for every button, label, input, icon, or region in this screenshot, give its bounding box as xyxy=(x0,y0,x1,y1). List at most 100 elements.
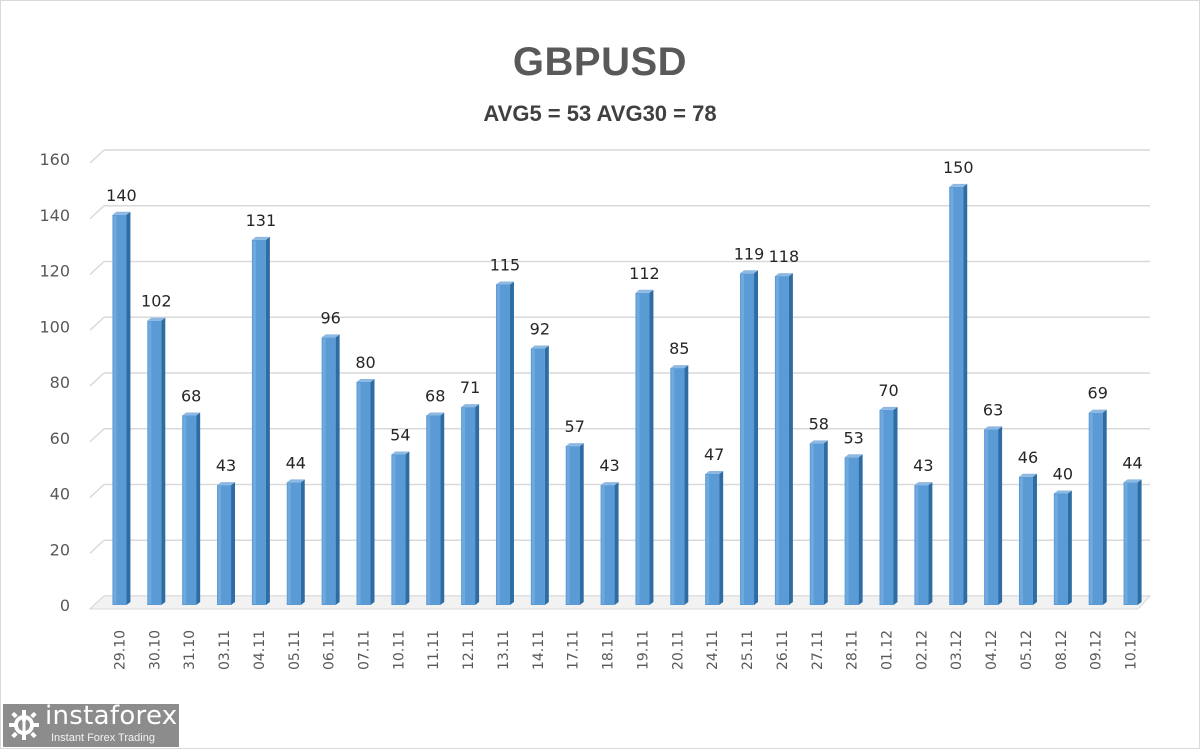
bar xyxy=(565,443,584,605)
data-label: 46 xyxy=(1018,448,1038,467)
chart-title: GBPUSD xyxy=(512,40,688,84)
data-labels: 140 102 68 43 131 44 96 80 54 68 71 115 92 57 43 112 85 4… xyxy=(106,158,1143,484)
x-tick-label: 14.11 xyxy=(531,630,547,670)
bar xyxy=(1053,490,1072,605)
bar xyxy=(635,289,654,605)
x-tick-label: 07.11 xyxy=(357,630,373,670)
x-tick-label: 26.11 xyxy=(775,630,791,670)
x-tick-label: 12.11 xyxy=(461,630,477,670)
x-axis: 29.10 30.10 31.10 03.11 04.11 05.11 06.11 07.11… xyxy=(112,630,1139,670)
data-label: 92 xyxy=(530,320,550,339)
bar xyxy=(391,451,410,605)
bar xyxy=(774,273,793,605)
y-tick-label: 20 xyxy=(50,540,70,559)
data-label: 80 xyxy=(355,353,375,372)
bar xyxy=(495,281,514,605)
data-label: 63 xyxy=(983,400,1003,419)
data-label: 44 xyxy=(1122,453,1142,472)
bar xyxy=(705,470,724,605)
data-label: 43 xyxy=(913,456,933,475)
bar xyxy=(740,270,759,605)
bar xyxy=(182,412,201,605)
data-label: 102 xyxy=(141,292,172,311)
x-tick-label: 18.11 xyxy=(601,630,617,670)
bar xyxy=(670,365,689,605)
bar xyxy=(949,183,968,605)
x-tick-label: 28.11 xyxy=(845,630,861,670)
data-label: 118 xyxy=(769,247,800,266)
gridlines xyxy=(88,149,1152,610)
data-label: 44 xyxy=(286,453,306,472)
bar xyxy=(321,334,340,605)
data-label: 69 xyxy=(1088,384,1108,403)
x-tick-label: 17.11 xyxy=(566,630,582,670)
x-tick-label: 03.12 xyxy=(949,630,965,670)
data-label: 57 xyxy=(565,417,585,436)
brand-name: instaforex xyxy=(45,701,178,731)
data-label: 112 xyxy=(629,264,660,283)
instaforex-watermark: instaforex Instant Forex Trading xyxy=(3,701,179,747)
x-tick-label: 30.10 xyxy=(147,630,163,670)
y-tick-label: 100 xyxy=(39,317,70,336)
data-label: 71 xyxy=(460,378,480,397)
bar-series xyxy=(112,183,1142,605)
x-tick-label: 24.11 xyxy=(705,630,721,670)
data-label: 131 xyxy=(246,211,277,230)
x-tick-label: 04.11 xyxy=(252,630,268,670)
data-label: 70 xyxy=(878,381,898,400)
x-tick-label: 03.11 xyxy=(217,630,233,670)
data-label: 43 xyxy=(599,456,619,475)
data-label: 53 xyxy=(843,428,863,447)
data-label: 43 xyxy=(216,456,236,475)
bar xyxy=(426,412,445,605)
bar xyxy=(984,426,1003,605)
bar xyxy=(251,236,270,605)
data-label: 40 xyxy=(1053,465,1073,484)
x-tick-label: 13.11 xyxy=(496,630,512,670)
bar xyxy=(600,482,619,605)
x-tick-label: 10.12 xyxy=(1124,630,1140,670)
bar xyxy=(461,404,480,605)
x-tick-label: 29.10 xyxy=(112,630,128,670)
bar xyxy=(809,440,828,605)
data-label: 150 xyxy=(943,158,974,177)
bar xyxy=(112,211,131,605)
data-label: 68 xyxy=(425,386,445,405)
x-tick-label: 20.11 xyxy=(670,630,686,670)
bar xyxy=(147,317,166,605)
gear-icon xyxy=(9,710,39,740)
data-label: 96 xyxy=(320,308,340,327)
bar xyxy=(1018,473,1037,605)
y-tick-label: 40 xyxy=(50,485,70,504)
y-tick-label: 160 xyxy=(39,150,70,169)
bar xyxy=(844,454,863,605)
x-tick-label: 06.11 xyxy=(322,630,338,670)
chart-subtitle: AVG5 = 53 AVG30 = 78 xyxy=(483,101,717,126)
x-tick-label: 25.11 xyxy=(740,630,756,670)
x-tick-label: 11.11 xyxy=(426,630,442,670)
bar xyxy=(286,479,305,605)
x-tick-label: 05.11 xyxy=(287,630,303,670)
x-tick-label: 10.11 xyxy=(391,630,407,670)
data-label: 85 xyxy=(669,339,689,358)
x-tick-label: 01.12 xyxy=(880,630,896,670)
data-label: 54 xyxy=(390,425,410,444)
y-tick-label: 80 xyxy=(50,373,70,392)
x-tick-label: 05.12 xyxy=(1019,630,1035,670)
bar xyxy=(914,482,933,605)
x-tick-label: 19.11 xyxy=(635,630,651,670)
y-axis: 0 20 40 60 80 100 120 140 160 xyxy=(39,150,70,615)
x-tick-label: 27.11 xyxy=(810,630,826,670)
y-tick-label: 140 xyxy=(39,206,70,225)
data-label: 119 xyxy=(734,244,765,263)
y-tick-label: 120 xyxy=(39,262,70,281)
x-tick-label: 04.12 xyxy=(984,630,1000,670)
bar xyxy=(1123,479,1142,605)
x-tick-label: 08.12 xyxy=(1054,630,1070,670)
bar xyxy=(879,406,898,605)
bar xyxy=(1088,409,1107,605)
data-label: 140 xyxy=(106,186,137,205)
bar xyxy=(530,345,549,605)
